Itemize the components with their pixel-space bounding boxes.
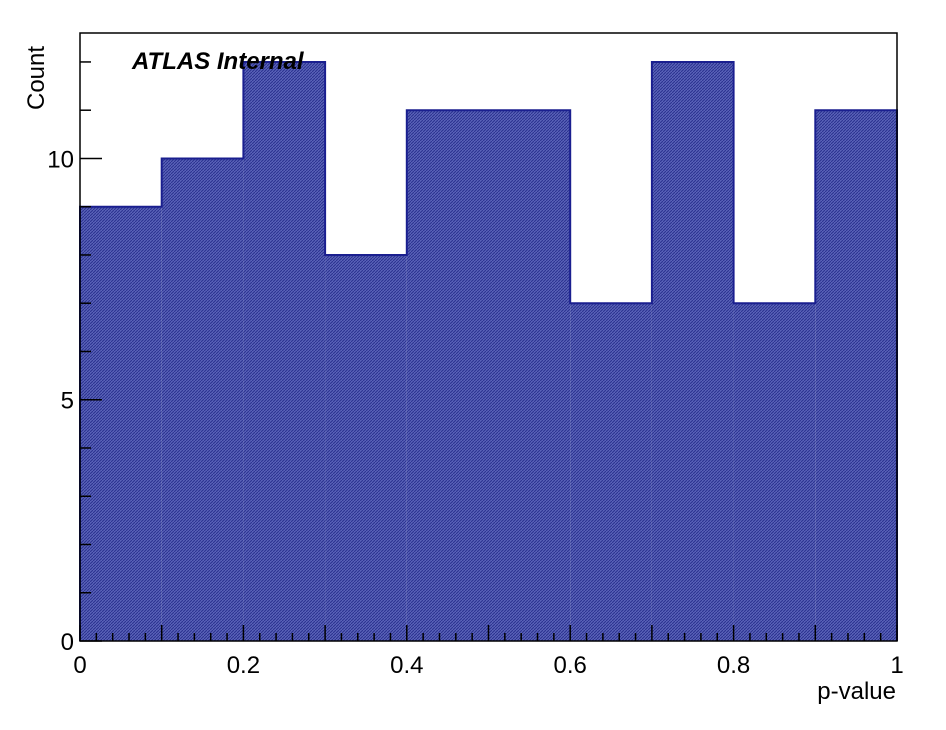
histogram-bar (815, 110, 897, 641)
histogram-bar (161, 158, 244, 641)
histogram-bar (325, 254, 407, 641)
x-tick-label: 0 (73, 652, 86, 679)
histogram-outline (79, 60, 898, 641)
bars-layer (80, 61, 897, 641)
y-tick-label: 10 (47, 146, 74, 173)
x-tick-label: 0.4 (390, 652, 423, 679)
x-tick-label: 0.8 (717, 652, 750, 679)
atlas-label: ATLAS Internal (131, 48, 305, 75)
y-tick-label: 0 (61, 629, 74, 656)
x-tick-label: 0.6 (554, 652, 587, 679)
ticks-layer (79, 61, 898, 642)
y-axis-title: Count (23, 46, 50, 110)
histogram-bar (243, 61, 326, 641)
histogram-bar (733, 303, 816, 641)
histogram-bar (488, 110, 571, 641)
x-axis-title: p-value (817, 678, 896, 705)
histogram-bar (80, 206, 162, 641)
x-tick-label: 0.2 (227, 652, 260, 679)
histogram-bar (651, 61, 734, 641)
y-tick-label: 5 (61, 388, 74, 415)
x-tick-label: 1 (890, 652, 903, 679)
histogram-bar (570, 303, 652, 641)
histogram-bar (406, 110, 489, 641)
